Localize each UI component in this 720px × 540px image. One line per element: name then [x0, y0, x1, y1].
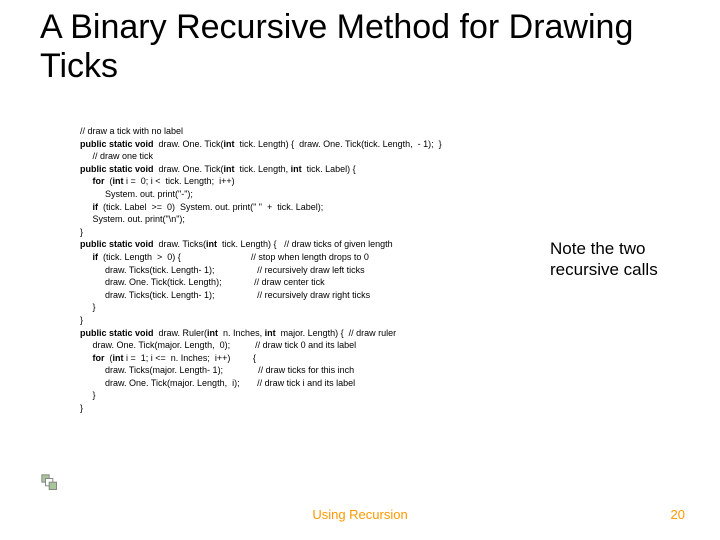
annotation-note: Note the two recursive calls [550, 238, 690, 281]
decoration-icon [40, 473, 62, 495]
code-comment: // draw a tick with no label [80, 126, 183, 136]
footer-title: Using Recursion [0, 507, 720, 522]
code-comment: // draw one tick [93, 151, 154, 161]
page-title: A Binary Recursive Method for Drawing Ti… [40, 8, 680, 86]
slide: A Binary Recursive Method for Drawing Ti… [0, 0, 720, 540]
kw: public static void [80, 139, 154, 149]
code-block: // draw a tick with no label public stat… [80, 125, 550, 415]
page-number: 20 [671, 507, 685, 522]
